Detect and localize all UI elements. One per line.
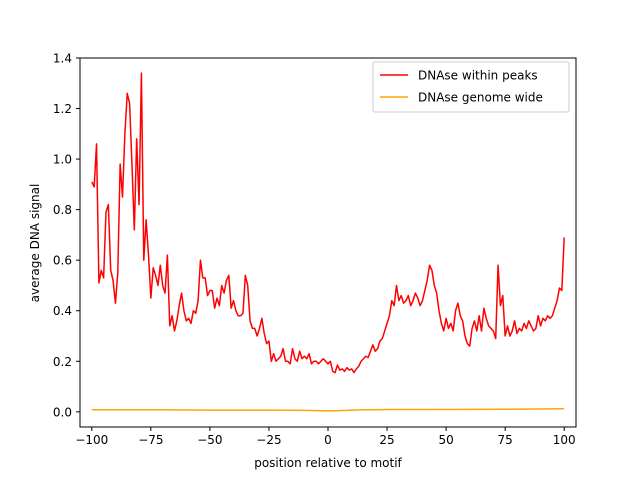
x-tick-label: −100 xyxy=(75,433,108,447)
x-axis-label: position relative to motif xyxy=(254,456,402,470)
x-tick-label: −75 xyxy=(138,433,163,447)
x-tick-label: 75 xyxy=(498,433,513,447)
legend-box xyxy=(372,61,570,113)
y-tick-label: 0.2 xyxy=(53,355,72,369)
x-tick-label: 100 xyxy=(553,433,576,447)
y-tick-label: 1.4 xyxy=(53,52,72,66)
y-tick-label: 0.8 xyxy=(53,203,72,217)
x-tick-label: −50 xyxy=(197,433,222,447)
x-tick-label: 50 xyxy=(438,433,453,447)
y-axis-label: average DNA signal xyxy=(28,184,42,303)
x-tick-label: −25 xyxy=(256,433,281,447)
legend-label-genome-wide: DNAse genome wide xyxy=(418,91,543,105)
y-axis-ticks: 0.0 0.2 0.4 0.6 0.8 1.0 1.2 1.4 xyxy=(53,52,80,419)
legend-label-within-peaks: DNAse within peaks xyxy=(418,69,538,83)
y-tick-label: 0.4 xyxy=(53,304,72,318)
legend: DNAse within peaks DNAse genome wide xyxy=(372,61,570,113)
series-line-genome-wide xyxy=(91,408,565,412)
y-tick-label: 1.0 xyxy=(53,153,72,167)
y-tick-label: 1.2 xyxy=(53,102,72,116)
series-line-within-peaks xyxy=(91,72,565,374)
y-tick-label: 0.6 xyxy=(53,254,72,268)
y-tick-label: 0.0 xyxy=(53,405,72,419)
x-tick-label: 25 xyxy=(379,433,394,447)
series-lines xyxy=(91,72,565,412)
x-axis-ticks: −100 −75 −50 −25 0 25 50 75 100 xyxy=(75,427,576,447)
x-tick-label: 0 xyxy=(324,433,332,447)
